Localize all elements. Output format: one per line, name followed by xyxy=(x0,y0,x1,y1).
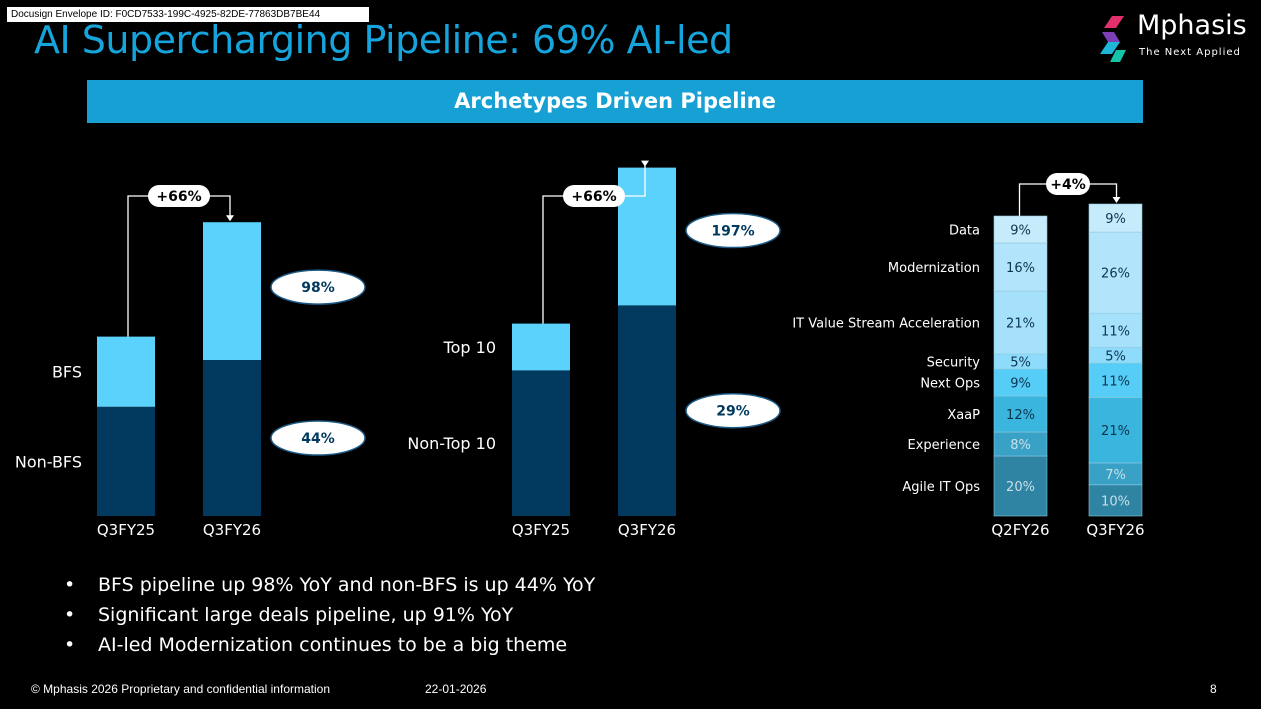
logo-tagline: The Next Applied xyxy=(1139,47,1241,58)
growth-bubble-label: 197% xyxy=(711,224,754,240)
section-banner: Archetypes Driven Pipeline xyxy=(87,80,1143,123)
bar-segment-next-ops xyxy=(1088,362,1143,398)
data-label: 7% xyxy=(1105,468,1126,483)
footer-page-number: 8 xyxy=(1210,682,1217,696)
data-label: 21% xyxy=(1101,424,1130,439)
segment-label: BFS xyxy=(52,363,82,382)
legend-label-xaap: XaaP xyxy=(947,408,980,423)
data-label: 12% xyxy=(1006,408,1035,423)
data-label: 9% xyxy=(1010,377,1031,392)
bar-segment-modernization xyxy=(1088,231,1143,314)
bullet-item: • AI-led Modernization continues to be a … xyxy=(64,634,568,656)
legend-label-data: Data xyxy=(949,224,980,239)
data-label: 26% xyxy=(1101,267,1130,282)
x-tick-label: Q3FY25 xyxy=(97,521,155,539)
bar-segment-data xyxy=(1088,203,1143,233)
data-label: 11% xyxy=(1101,374,1130,389)
legend-label-agile-it-ops: Agile IT Ops xyxy=(902,480,980,495)
bar-segment-bfs xyxy=(97,336,155,407)
segment-label: Non-Top 10 xyxy=(407,434,496,453)
logo-name: Mphasis xyxy=(1137,10,1247,41)
page-title: AI Supercharging Pipeline: 69% AI-led xyxy=(34,18,733,62)
growth-bubble-label: 98% xyxy=(301,280,335,296)
bar-segment-agile-it-ops xyxy=(1088,484,1143,517)
growth-pill-label: +66% xyxy=(156,189,201,205)
arrow-head-icon xyxy=(1112,197,1121,203)
bullet-text: Significant large deals pipeline, up 91%… xyxy=(98,604,514,626)
growth-pill-label: +4% xyxy=(1050,177,1086,193)
data-label: 9% xyxy=(1105,212,1126,227)
bar-segment-top-10 xyxy=(512,323,570,371)
bar-segment-experience xyxy=(993,431,1048,457)
footer-date: 22-01-2026 xyxy=(425,682,487,696)
bar-segment-top-10 xyxy=(618,167,676,306)
bar-segment-non-bfs xyxy=(97,406,155,516)
bullet-list: • BFS pipeline up 98% YoY and non-BFS is … xyxy=(64,570,595,660)
legend-label-next-ops: Next Ops xyxy=(920,377,980,392)
bullet-item: • Significant large deals pipeline, up 91… xyxy=(64,604,514,626)
bar-segment-modernization xyxy=(993,242,1048,292)
x-tick-label: Q2FY26 xyxy=(991,521,1049,539)
data-label: 10% xyxy=(1101,494,1130,509)
docusign-envelope-id: Docusign Envelope ID: F0CD7533-199C-4925… xyxy=(7,7,369,22)
bar-segment-xaap xyxy=(993,395,1048,433)
growth-pill xyxy=(1046,173,1090,195)
bar-segment-non-bfs xyxy=(203,360,261,516)
bullet-text: BFS pipeline up 98% YoY and non-BFS is u… xyxy=(98,574,596,596)
bullet-item: • BFS pipeline up 98% YoY and non-BFS is … xyxy=(64,574,596,596)
legend-label-experience: Experience xyxy=(908,438,981,453)
bar-segment-it-value-stream-acceleration xyxy=(1088,312,1143,348)
segment-label: Non-BFS xyxy=(15,452,82,471)
logo-mark-icon xyxy=(1100,16,1126,62)
growth-bubble-label: 29% xyxy=(716,404,750,420)
x-tick-label: Q3FY26 xyxy=(1086,521,1144,539)
bar-segment-data xyxy=(993,215,1048,244)
bar-segment-it-value-stream-acceleration xyxy=(993,290,1048,355)
growth-pill xyxy=(563,185,625,207)
arrow-head-icon xyxy=(641,160,649,167)
x-tick-label: Q3FY26 xyxy=(203,521,261,539)
legend-label-modernization: Modernization xyxy=(888,261,980,276)
bar-segment-xaap xyxy=(1088,397,1143,464)
data-label: 21% xyxy=(1006,317,1035,332)
data-label: 8% xyxy=(1010,438,1031,453)
bar-segment-non-top-10 xyxy=(512,370,570,516)
mphasis-logo xyxy=(1098,14,1134,64)
x-tick-label: Q3FY25 xyxy=(512,521,570,539)
data-label: 20% xyxy=(1006,480,1035,495)
data-label: 5% xyxy=(1105,349,1126,364)
growth-bubble xyxy=(685,212,781,249)
bar-segment-agile-it-ops xyxy=(993,455,1048,517)
bar-segment-bfs xyxy=(203,222,261,360)
data-label: 9% xyxy=(1010,224,1031,239)
data-label: 5% xyxy=(1010,356,1031,371)
growth-bubble xyxy=(270,269,366,305)
data-label: 16% xyxy=(1006,261,1035,276)
data-label: 11% xyxy=(1101,324,1130,339)
arrow-head-icon xyxy=(226,215,234,222)
growth-bubble-label: 44% xyxy=(301,431,335,447)
segment-label: Top 10 xyxy=(443,338,496,357)
growth-pill xyxy=(148,185,210,207)
bar-segment-non-top-10 xyxy=(618,305,676,516)
x-tick-label: Q3FY26 xyxy=(618,521,676,539)
legend-label-it-value-stream-acceleration: IT Value Stream Acceleration xyxy=(792,317,980,332)
growth-pill-label: +66% xyxy=(571,189,616,205)
bar-segment-next-ops xyxy=(993,368,1048,397)
footer-copyright: © Mphasis 2026 Proprietary and confident… xyxy=(31,682,331,696)
legend-label-security: Security xyxy=(927,356,981,371)
growth-bubble xyxy=(270,420,366,456)
growth-bubble xyxy=(685,392,781,429)
bullet-text: AI-led Modernization continues to be a b… xyxy=(98,634,568,656)
